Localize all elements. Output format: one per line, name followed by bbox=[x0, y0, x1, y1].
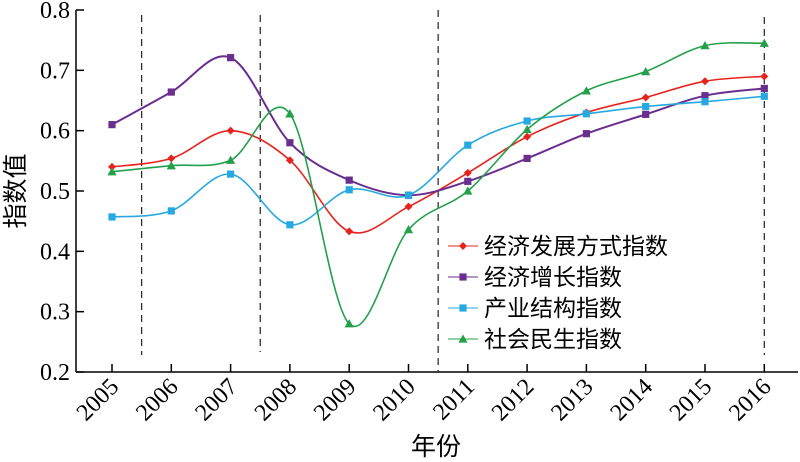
y-tick-label: 0.7 bbox=[40, 58, 70, 84]
x-axis-title: 年份 bbox=[411, 432, 461, 461]
data-point bbox=[700, 40, 710, 50]
data-point bbox=[108, 162, 116, 171]
y-axis-title: 指数值 bbox=[1, 153, 30, 228]
legend-item: 经济增长指数 bbox=[448, 265, 622, 291]
data-point bbox=[345, 176, 353, 184]
y-tick-label: 0.5 bbox=[40, 179, 70, 205]
data-point bbox=[403, 225, 414, 234]
x-tick-label: 2006 bbox=[131, 374, 183, 426]
legend-label: 社会民生指数 bbox=[484, 327, 622, 353]
x-tick-label: 2007 bbox=[191, 374, 243, 426]
series-3 bbox=[107, 38, 769, 328]
data-point bbox=[760, 92, 768, 100]
data-point bbox=[760, 84, 768, 93]
data-point bbox=[285, 156, 294, 165]
data-point bbox=[226, 155, 236, 164]
x-tick-label: 2016 bbox=[724, 374, 776, 426]
x-tick-label: 2005 bbox=[72, 374, 124, 426]
data-point bbox=[167, 154, 176, 163]
data-point bbox=[108, 121, 116, 129]
y-axis-ticks: 0.2 0.3 0.4 0.5 0.6 0.7 0.8 bbox=[40, 0, 84, 386]
legend-label: 经济增长指数 bbox=[484, 265, 622, 291]
legend-label: 产业结构指数 bbox=[484, 296, 622, 322]
data-point bbox=[582, 130, 590, 138]
y-tick-label: 0.2 bbox=[40, 360, 70, 386]
data-point bbox=[227, 54, 235, 62]
data-point bbox=[345, 186, 353, 194]
data-point bbox=[108, 213, 116, 221]
legend-marker bbox=[458, 334, 468, 343]
legend-marker bbox=[459, 304, 467, 312]
y-tick-label: 0.6 bbox=[40, 119, 70, 145]
x-axis-ticks: 2005 2006 2007 2008 2009 2010 2011 2012 2013 2014… bbox=[72, 364, 777, 426]
data-point bbox=[404, 202, 413, 211]
data-point bbox=[641, 66, 651, 76]
data-point bbox=[642, 102, 650, 111]
x-tick-label: 2010 bbox=[368, 374, 420, 426]
x-tick-label: 2013 bbox=[546, 374, 598, 426]
data-point bbox=[167, 207, 175, 215]
data-point bbox=[759, 38, 769, 47]
data-point bbox=[523, 154, 531, 163]
data-point bbox=[404, 191, 413, 199]
x-tick-label: 2011 bbox=[428, 374, 480, 426]
data-point bbox=[523, 132, 532, 141]
data-point bbox=[285, 109, 295, 118]
data-point bbox=[463, 186, 473, 195]
data-point bbox=[760, 72, 769, 81]
legend-marker bbox=[459, 273, 467, 281]
data-point bbox=[463, 168, 472, 177]
x-tick-label: 2014 bbox=[606, 374, 658, 426]
legend-label: 经济发展方式指数 bbox=[484, 234, 668, 260]
data-point bbox=[107, 167, 117, 176]
data-point bbox=[523, 117, 531, 125]
x-tick-label: 2009 bbox=[309, 374, 361, 426]
series-line bbox=[111, 55, 765, 197]
data-point bbox=[226, 126, 235, 135]
legend-item: 社会民生指数 bbox=[448, 327, 622, 353]
data-point bbox=[345, 227, 354, 236]
data-point bbox=[286, 139, 294, 147]
data-point bbox=[701, 98, 709, 106]
legend-marker bbox=[459, 242, 467, 250]
data-point bbox=[464, 177, 472, 185]
series-layer bbox=[107, 38, 769, 328]
data-point bbox=[227, 170, 235, 178]
x-tick-label: 2015 bbox=[665, 374, 717, 426]
data-point bbox=[166, 161, 176, 170]
data-point bbox=[522, 124, 532, 134]
y-tick-label: 0.3 bbox=[40, 300, 70, 326]
data-point bbox=[642, 110, 650, 118]
legend-item: 产业结构指数 bbox=[448, 296, 622, 322]
data-point bbox=[344, 319, 354, 328]
x-tick-label: 2012 bbox=[487, 374, 539, 426]
data-point bbox=[167, 88, 175, 96]
reference-lines bbox=[141, 10, 765, 372]
y-tick-label: 0.8 bbox=[40, 0, 70, 24]
data-point bbox=[701, 77, 709, 86]
data-point bbox=[464, 141, 472, 149]
data-point bbox=[581, 86, 591, 95]
data-point bbox=[286, 221, 294, 229]
data-point bbox=[701, 92, 709, 100]
y-tick-label: 0.4 bbox=[40, 239, 70, 265]
data-point bbox=[641, 93, 650, 102]
x-tick-label: 2008 bbox=[250, 374, 302, 426]
data-point bbox=[582, 110, 590, 118]
legend-item: 经济发展方式指数 bbox=[448, 234, 668, 260]
series-2 bbox=[108, 92, 768, 229]
